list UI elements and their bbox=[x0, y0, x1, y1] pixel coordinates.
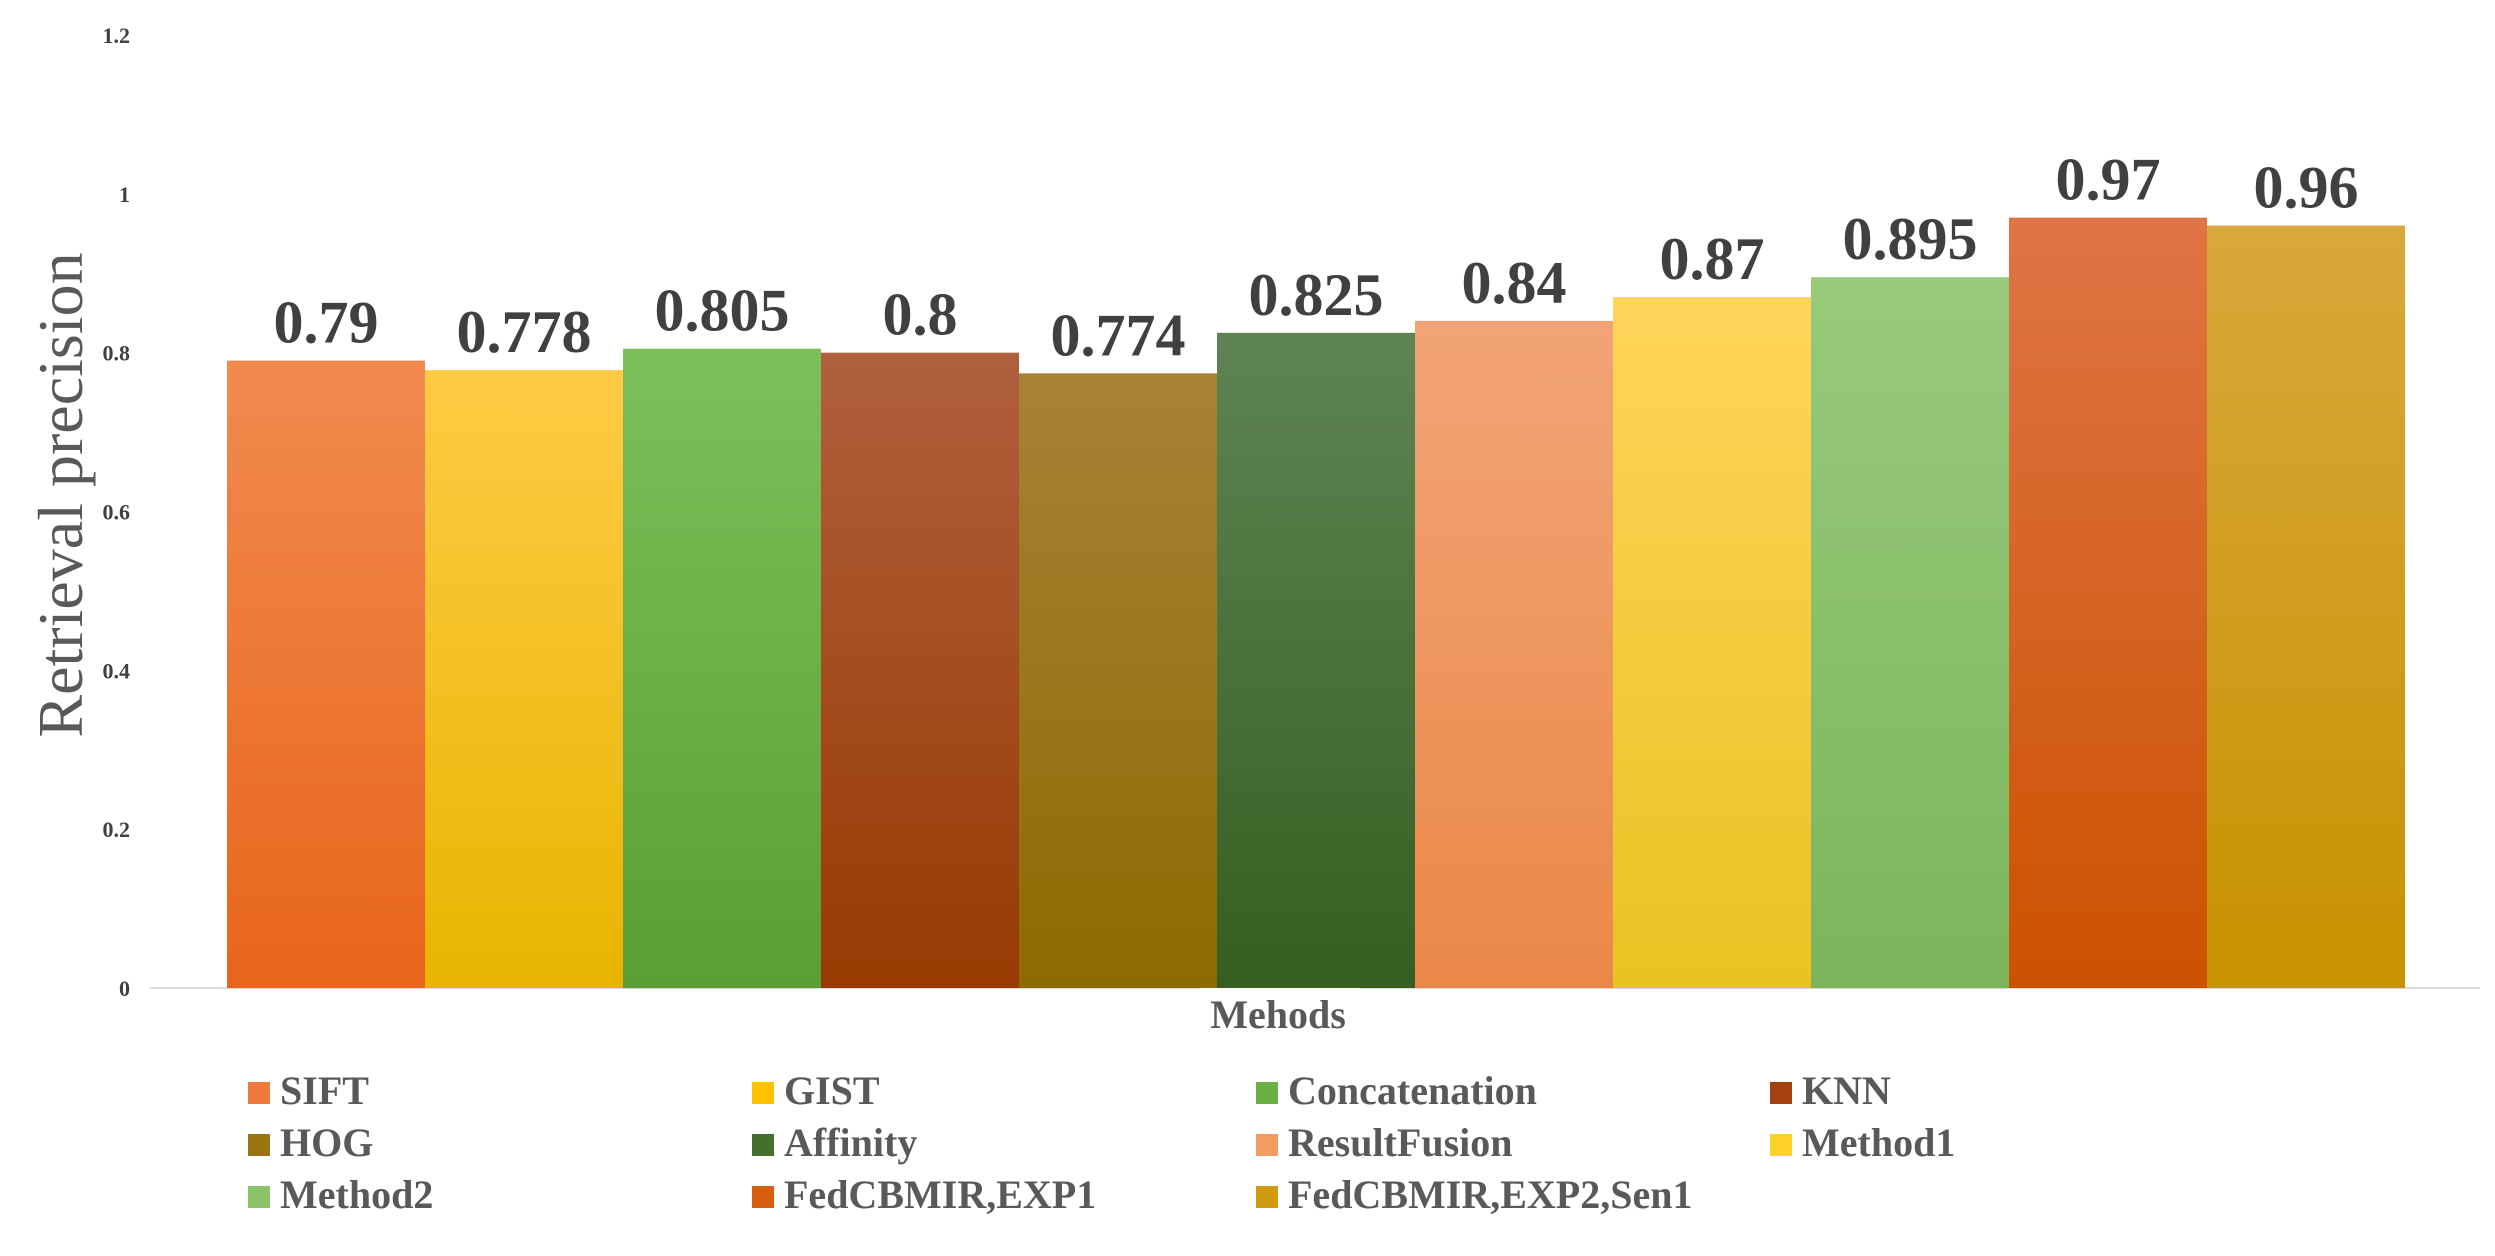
bar-method1 bbox=[1613, 297, 1811, 988]
legend-swatch bbox=[752, 1134, 774, 1156]
bar-hog bbox=[1019, 373, 1217, 988]
axis-layer: Retrieval precision Mehods bbox=[25, 252, 2480, 1040]
legend-label: Method2 bbox=[280, 1172, 433, 1217]
legend-item-method2: Method2 bbox=[248, 1172, 433, 1217]
legend-swatch bbox=[1256, 1082, 1278, 1104]
legend-item-fedcbmir-exp2-sen1: FedCBMIR,EXP2,Sen1 bbox=[1256, 1172, 1692, 1217]
legend-item-knn: KNN bbox=[1770, 1068, 1891, 1113]
y-tick-label: 0.4 bbox=[103, 658, 131, 683]
y-tick-label: 0.6 bbox=[103, 500, 131, 525]
legend-item-method1: Method1 bbox=[1770, 1120, 1955, 1165]
bar-method2 bbox=[1811, 277, 2009, 988]
legend-swatch bbox=[248, 1134, 270, 1156]
y-tick-label: 0 bbox=[119, 976, 130, 1001]
data-label: 0.895 bbox=[1843, 206, 1978, 272]
bar-fedcbmir-exp2-sen1 bbox=[2207, 225, 2405, 989]
y-axis-ticks: 0 0.2 0.4 0.6 0.8 1 1.2 bbox=[103, 23, 131, 1001]
legend-swatch bbox=[248, 1186, 270, 1208]
data-labels: 0.79 0.778 0.805 0.8 0.774 0.825 0.84 0.87 0.895… bbox=[274, 147, 2359, 369]
legend-swatch bbox=[248, 1082, 270, 1104]
y-tick-label: 1 bbox=[119, 182, 130, 207]
legend-item-resultfusion: ResultFusion bbox=[1256, 1120, 1513, 1165]
legend-swatch bbox=[1770, 1082, 1792, 1104]
data-label: 0.774 bbox=[1051, 302, 1186, 368]
bar-fedcbmir-exp1 bbox=[2009, 217, 2207, 989]
data-label: 0.778 bbox=[457, 299, 592, 365]
bar-knn bbox=[821, 352, 1019, 989]
bar-affinity bbox=[1217, 332, 1415, 988]
data-label: 0.87 bbox=[1660, 226, 1765, 292]
x-axis-title: Mehods bbox=[1210, 992, 1346, 1037]
legend-item-fedcbmir-exp1: FedCBMIR,EXP1 bbox=[752, 1172, 1096, 1217]
data-label: 0.79 bbox=[274, 290, 379, 356]
x-axis-title-background bbox=[1200, 984, 1360, 1040]
legend-swatch bbox=[1256, 1186, 1278, 1208]
y-axis-title: Retrieval precision bbox=[25, 252, 96, 737]
bars bbox=[227, 217, 2405, 989]
bar-resultfusion bbox=[1415, 320, 1613, 988]
legend-label: ResultFusion bbox=[1288, 1120, 1513, 1165]
y-tick-label: 0.8 bbox=[103, 341, 131, 366]
legend-swatch bbox=[1256, 1134, 1278, 1156]
legend-label: FedCBMIR,EXP2,Sen1 bbox=[1288, 1172, 1692, 1217]
legend-item-concatenation: Concatenation bbox=[1256, 1068, 1537, 1113]
legend-item-affinity: Affinity bbox=[752, 1120, 917, 1165]
legend-label: KNN bbox=[1802, 1068, 1891, 1113]
data-label: 0.825 bbox=[1249, 262, 1384, 328]
data-label: 0.96 bbox=[2254, 155, 2359, 221]
legend-label: Affinity bbox=[784, 1120, 917, 1165]
y-tick-label: 0.2 bbox=[103, 817, 131, 842]
legend-item-hog: HOG bbox=[248, 1120, 373, 1165]
legend-swatch bbox=[1770, 1134, 1792, 1156]
legend-label: HOG bbox=[280, 1120, 373, 1165]
legend: SIFT GIST Concatenation KNN HOG Affinity Resul… bbox=[248, 1068, 1955, 1217]
legend-label: Concatenation bbox=[1288, 1068, 1537, 1113]
data-label: 0.97 bbox=[2056, 147, 2161, 213]
legend-swatch bbox=[752, 1082, 774, 1104]
legend-label: GIST bbox=[784, 1068, 880, 1113]
bar-sift bbox=[227, 360, 425, 988]
data-label: 0.8 bbox=[883, 282, 958, 348]
legend-item-gist: GIST bbox=[752, 1068, 880, 1113]
bar-concatenation bbox=[623, 348, 821, 989]
legend-label: Method1 bbox=[1802, 1120, 1955, 1165]
data-label: 0.84 bbox=[1462, 250, 1567, 316]
legend-label: FedCBMIR,EXP1 bbox=[784, 1172, 1096, 1217]
bar-gist bbox=[425, 370, 623, 989]
legend-item-sift: SIFT bbox=[248, 1068, 369, 1113]
legend-label: SIFT bbox=[280, 1068, 369, 1113]
legend-swatch bbox=[752, 1186, 774, 1208]
data-label: 0.805 bbox=[655, 278, 790, 344]
y-tick-label: 1.2 bbox=[103, 23, 131, 48]
